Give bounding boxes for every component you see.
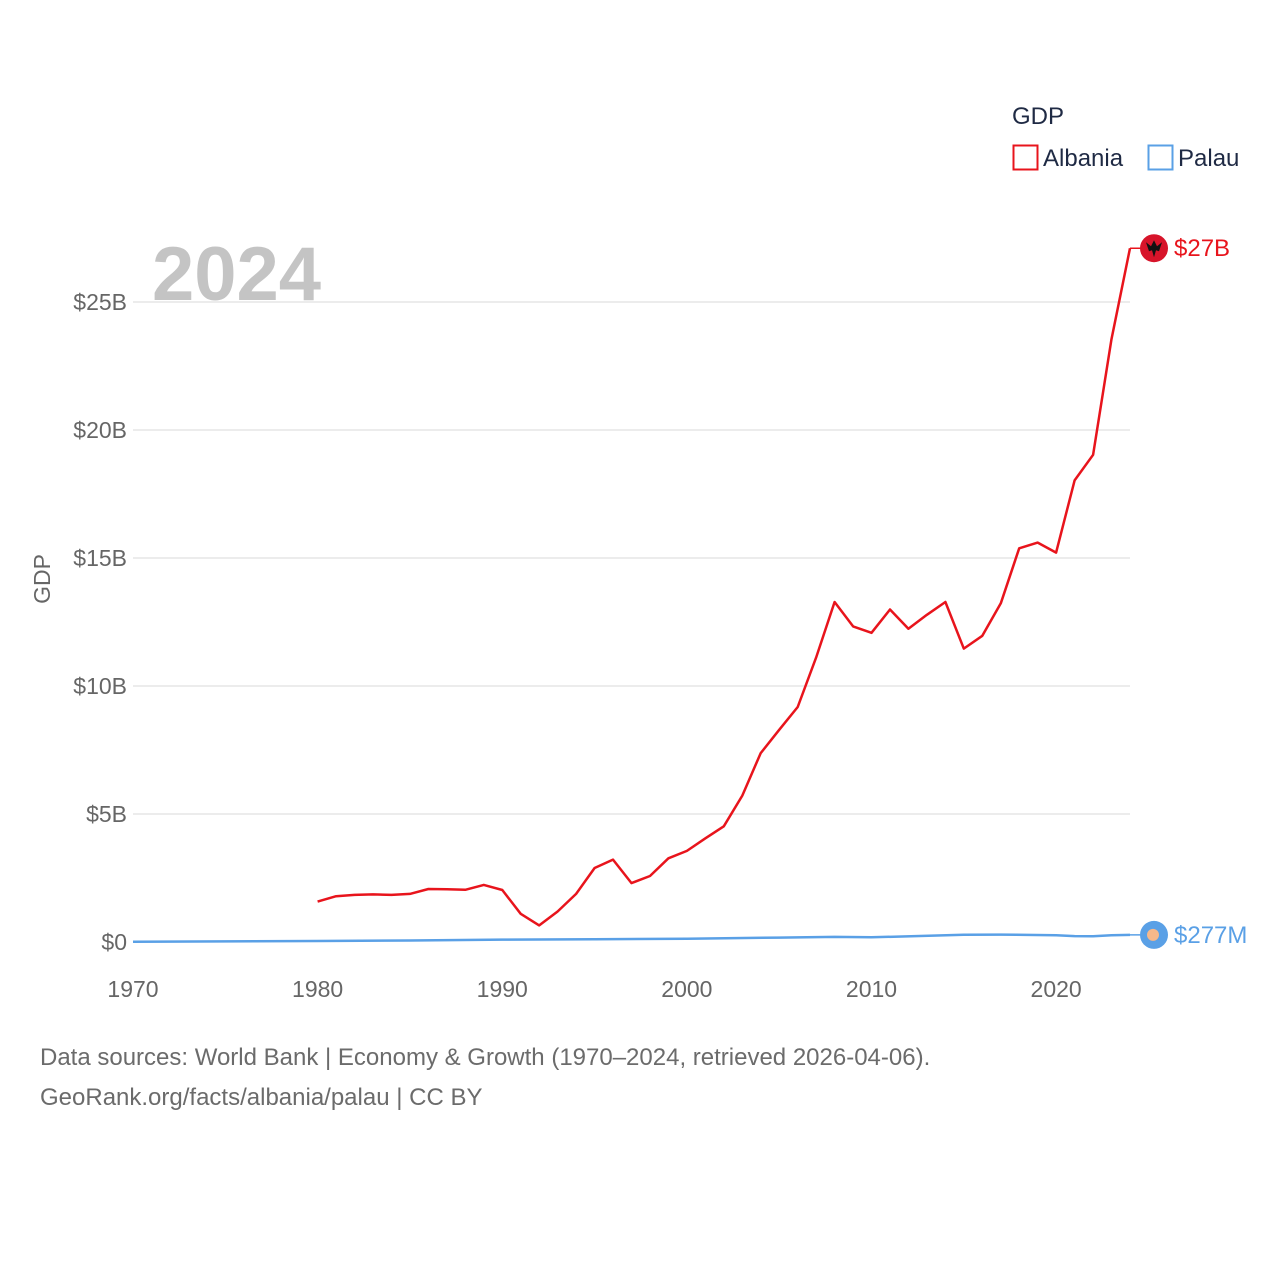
legend-label-palau: Palau xyxy=(1178,145,1239,172)
end-label-palau: $277M xyxy=(1174,922,1247,949)
legend-swatch-albania xyxy=(1012,144,1039,171)
series-lines xyxy=(132,247,1132,943)
x-tick-1970: 1970 xyxy=(107,976,158,1002)
legend-item-palau[interactable]: Palau xyxy=(1147,144,1240,172)
footer-sources: Data sources: World Bank | Economy & Gro… xyxy=(40,1044,931,1071)
series-line-albania xyxy=(317,247,1132,927)
palau-flag-icon xyxy=(1140,920,1168,949)
year-watermark: 2024 xyxy=(152,232,321,317)
y-tick--25b: $25B xyxy=(73,289,127,315)
y-axis-label: GDP xyxy=(29,554,55,604)
x-tick-2000: 2000 xyxy=(661,976,712,1002)
y-tick--10b: $10B xyxy=(73,673,127,699)
x-tick-2020: 2020 xyxy=(1031,976,1082,1002)
y-axis-ticks: $0 $5B $10B $15B $20B $25B xyxy=(73,289,127,955)
albania-flag-icon xyxy=(1140,234,1168,263)
x-axis-ticks: 1970 1980 1990 2000 2010 2020 xyxy=(107,976,1081,1002)
legend-item-albania[interactable]: Albania xyxy=(1012,144,1124,172)
legend-label-albania: Albania xyxy=(1043,145,1124,172)
x-tick-1990: 1990 xyxy=(477,976,528,1002)
legend-swatch-palau xyxy=(1147,144,1174,171)
grid-lines xyxy=(133,301,1130,815)
legend: GDP Albania Palau xyxy=(1012,103,1239,172)
y-tick--15b: $15B xyxy=(73,545,127,571)
x-tick-2010: 2010 xyxy=(846,976,897,1002)
series-end-markers: $27B $277M xyxy=(1130,234,1247,949)
y-tick--5b: $5B xyxy=(86,801,127,827)
y-tick--20b: $20B xyxy=(73,417,127,443)
x-tick-1980: 1980 xyxy=(292,976,343,1002)
y-tick--0: $0 xyxy=(101,929,127,955)
end-label-albania: $27B xyxy=(1174,235,1230,262)
legend-title: GDP xyxy=(1012,103,1064,130)
footer-link[interactable]: GeoRank.org/facts/albania/palau | CC BY xyxy=(40,1084,483,1111)
series-line-palau xyxy=(132,933,1131,943)
